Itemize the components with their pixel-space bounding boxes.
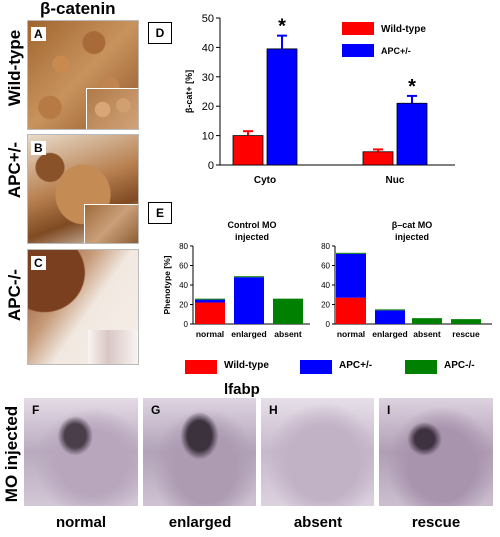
micrograph-b: B <box>27 134 139 244</box>
x-category-label: rescue <box>452 329 480 339</box>
panel-letter-g: G <box>151 403 161 417</box>
lfabp-title: lfabp <box>224 381 260 398</box>
x-category-label: enlarged <box>372 329 407 339</box>
y-tick-label: 20 <box>202 101 214 113</box>
panel-e-legend: Wild-type APC+/- APC-/- <box>180 358 490 378</box>
legend-label-apc-het: APC+/- <box>381 46 411 56</box>
micrograph-c: C <box>27 249 139 365</box>
micrograph-b-inset <box>84 204 138 243</box>
row-label-mo-injected: MO injected <box>2 405 21 503</box>
panel-d-chart: 0 10 20 30 40 50 β-cat+ [%] Cyto * Nuc * Wild-type A… <box>184 13 455 186</box>
y-tick-label: 0 <box>208 160 214 172</box>
stacked-bar-APC-/- <box>375 309 405 311</box>
stacked-bar-APC+/- <box>336 253 366 298</box>
micrograph-a-inset <box>86 88 138 129</box>
legend-label-apc-hom: APC-/- <box>444 360 475 371</box>
y-axis-label: Phenotype [%] <box>162 255 172 314</box>
x-category-label: absent <box>413 329 441 339</box>
y-tick-label: 50 <box>202 13 214 25</box>
e-left-y-tick-label: 40 <box>179 281 188 290</box>
bar-Wild-type <box>362 151 394 166</box>
panel-letter-a: A <box>31 27 46 41</box>
panel-letter-h: H <box>269 403 278 417</box>
stacked-bar-APC+/- <box>375 310 405 324</box>
y-axis-label: β-cat+ [%] <box>184 70 194 113</box>
x-category-label: absent <box>274 329 302 339</box>
e-right-title-line1: β–cat MO <box>392 220 433 230</box>
e-right-y-tick-label: 60 <box>321 262 330 271</box>
y-tick-label: 40 <box>202 42 214 54</box>
panel-letter-b: B <box>31 141 46 155</box>
bar-APC+/- <box>266 48 298 166</box>
legend-swatch-apc-het <box>342 44 374 57</box>
panel-letter-i: I <box>387 403 391 417</box>
bar-APC+/- <box>396 102 428 166</box>
label-normal: normal <box>55 514 106 531</box>
stacked-bar-APC-/- <box>451 319 481 324</box>
row-label-apc-het: APC+/- <box>5 141 24 199</box>
panel-letter-c: C <box>31 256 46 270</box>
significance-star: * <box>278 16 286 38</box>
panel-letter-f: F <box>32 403 40 417</box>
y-tick-label: 10 <box>202 131 214 143</box>
stacked-bar-APC-/- <box>234 276 264 278</box>
e-right-y-tick-label: 40 <box>321 281 330 290</box>
panel-letter-d: D <box>148 22 172 44</box>
label-absent: absent <box>293 514 343 531</box>
x-category-label: Nuc <box>386 175 405 186</box>
e-left-y-tick-label: 20 <box>179 301 188 310</box>
e-left-y-tick-label: 60 <box>179 262 188 271</box>
e-right-y-tick-label: 0 <box>326 320 331 329</box>
legend-label-wildtype: Wild-type <box>224 360 269 371</box>
legend-swatch-wildtype <box>185 360 217 374</box>
stacked-bar-APC-/- <box>412 318 442 324</box>
panel-e-chart: 0 20 40 60 80 Phenotype [%] normal enlarged abse… <box>162 220 492 339</box>
legend-label-wildtype: Wild-type <box>381 24 426 35</box>
label-enlarged: enlarged <box>168 514 232 531</box>
stacked-bar-APC-/- <box>273 298 303 324</box>
insitu-i: I <box>379 398 493 506</box>
e-left-title-line1: Control MO <box>228 220 277 230</box>
legend-swatch-apc-hom <box>405 360 437 374</box>
significance-star: * <box>408 76 416 98</box>
insitu-g: G <box>143 398 256 506</box>
legend-label-apc-het: APC+/- <box>339 360 373 371</box>
e-right-title-line2: injected <box>395 232 429 242</box>
panel-letter-e: E <box>148 202 172 224</box>
label-rescue: rescue <box>411 514 461 531</box>
x-category-label: normal <box>196 329 224 339</box>
row-label-apc-hom: APC-/- <box>5 269 24 321</box>
micrograph-a: A <box>27 20 139 130</box>
insitu-f: F <box>24 398 138 506</box>
stacked-bar-APC+/- <box>195 299 225 303</box>
stacked-bar-APC-/- <box>195 298 225 300</box>
e-left-y-tick-label: 0 <box>184 320 189 329</box>
row-label-wildtype: Wild-type <box>5 29 24 107</box>
x-category-label: Cyto <box>254 175 276 186</box>
e-left-title-line2: injected <box>235 232 269 242</box>
x-category-label: normal <box>337 329 365 339</box>
stacked-bar-APC-/- <box>336 252 366 254</box>
beta-catenin-title: β-catenin <box>40 0 116 18</box>
micrograph-c-inset <box>88 330 138 364</box>
e-left-y-tick-label: 80 <box>179 242 188 251</box>
stacked-bar-APC+/- <box>234 277 264 324</box>
bar-Wild-type <box>232 135 264 166</box>
e-right-y-tick-label: 20 <box>321 301 330 310</box>
e-right-y-tick-label: 80 <box>321 242 330 251</box>
y-tick-label: 30 <box>202 72 214 84</box>
stacked-bar-Wild-type <box>195 302 225 324</box>
insitu-h: H <box>261 398 374 506</box>
stacked-bar-Wild-type <box>336 297 366 324</box>
legend-swatch-wildtype <box>342 22 374 35</box>
legend-swatch-apc-het <box>300 360 332 374</box>
x-category-label: enlarged <box>231 329 266 339</box>
